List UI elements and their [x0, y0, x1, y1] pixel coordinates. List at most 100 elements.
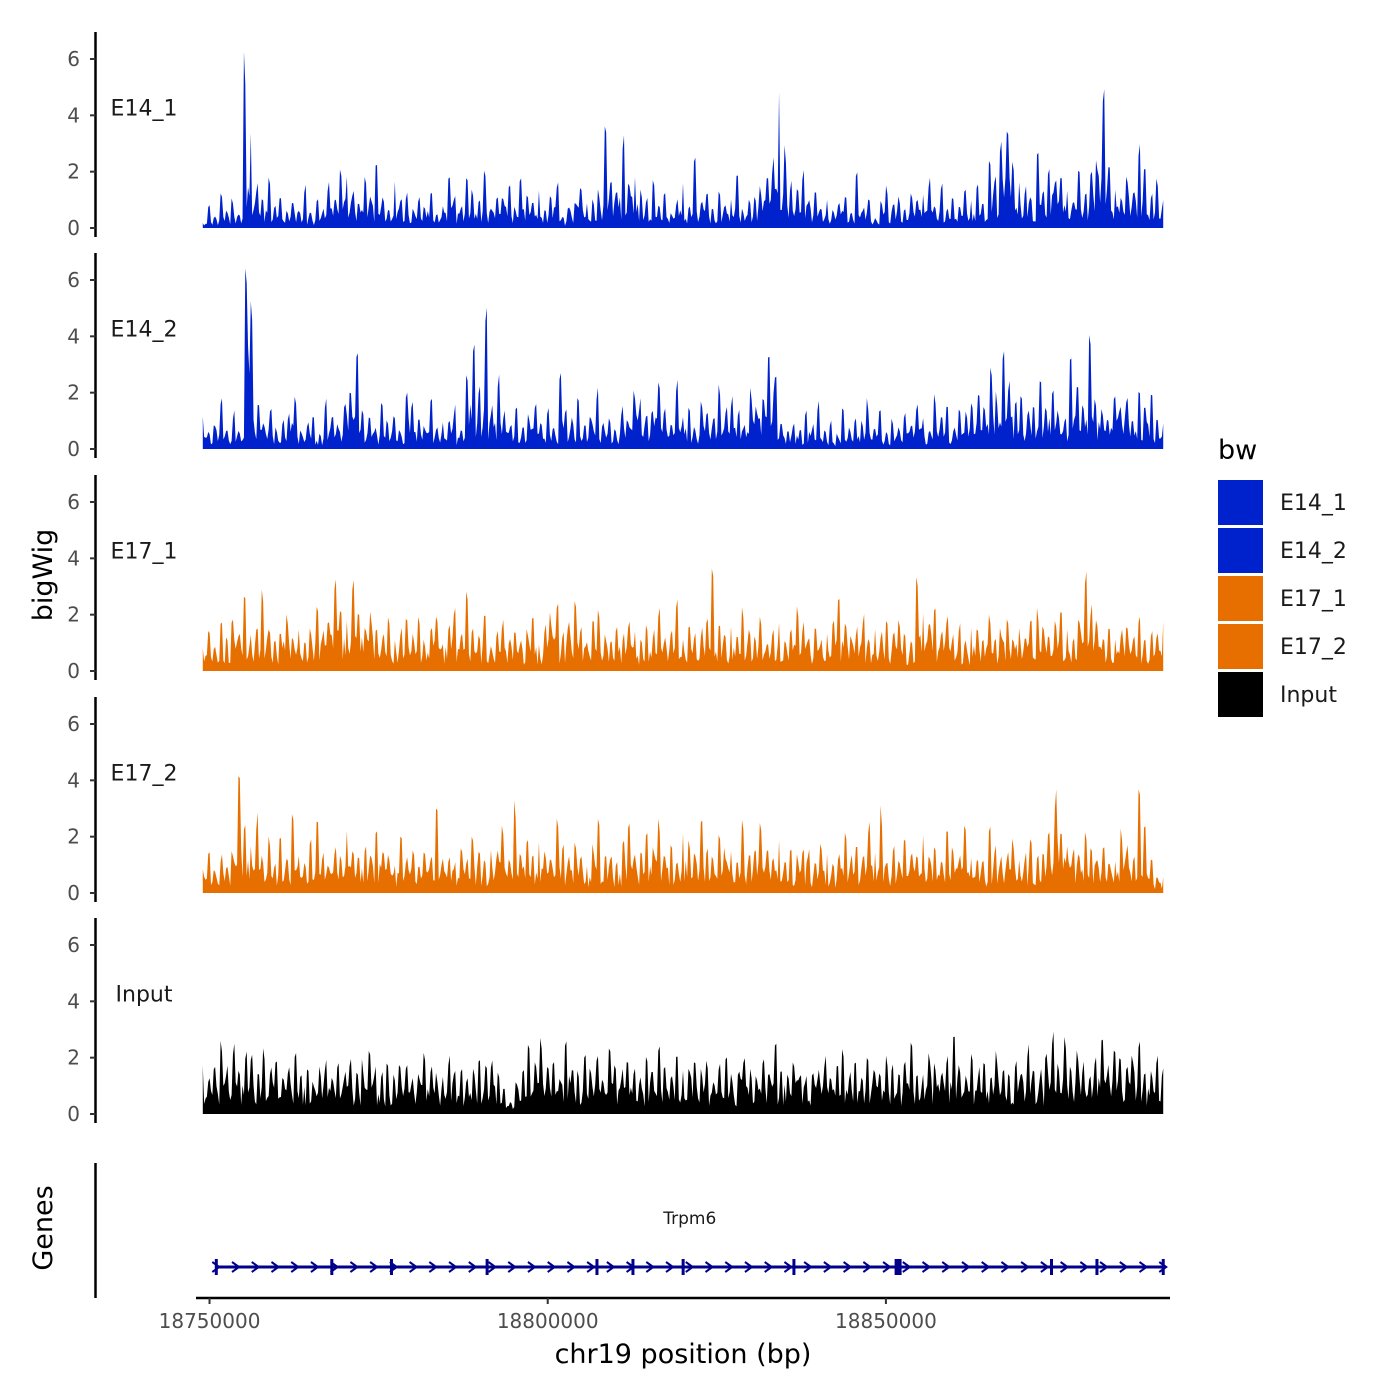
strand-arrow: [1079, 1261, 1090, 1273]
y-tick-label-e17-2-2: 2: [67, 825, 80, 849]
exon-block: [1161, 1259, 1165, 1275]
track-label-e14-2: E14_2: [111, 318, 178, 343]
track-e14-1: 0 2 4 6 E14_1: [67, 32, 1164, 240]
strand-arrow: [527, 1261, 537, 1273]
strand-arrow: [1138, 1261, 1149, 1273]
x-tick-label-18800000: 18800000: [497, 1309, 599, 1333]
exon-block: [1095, 1259, 1099, 1275]
y-tick-label-input-2: 2: [67, 1046, 80, 1070]
strand-arrow: [1040, 1261, 1050, 1273]
y-tick-label-e14-2-0: 0: [67, 437, 80, 461]
strand-arrow: [882, 1261, 892, 1273]
y-tick-label-e17-1-6: 6: [67, 490, 80, 514]
strand-arrow: [606, 1261, 616, 1273]
legend-swatch-e17-2: [1218, 624, 1263, 669]
strand-arrow: [428, 1261, 439, 1273]
legend-swatch-e14-2: [1218, 528, 1263, 573]
y-tick-label-e14-1-4: 4: [67, 103, 80, 127]
y-tick-label-e17-1-2: 2: [67, 603, 80, 627]
exon-block: [214, 1259, 218, 1275]
exon-block: [389, 1259, 393, 1275]
strand-arrow: [665, 1261, 675, 1273]
gene-label-trpm6: Trpm6: [662, 1209, 716, 1229]
gene-annotation-panel: Trpm6: [94, 1163, 1168, 1298]
strand-arrow: [231, 1261, 241, 1273]
strand-arrow: [1060, 1261, 1070, 1273]
strand-arrow: [981, 1261, 991, 1273]
strand-arrow: [1099, 1261, 1109, 1273]
strand-arrow: [1000, 1261, 1011, 1273]
strand-arrow: [369, 1261, 379, 1273]
strand-arrow: [744, 1261, 754, 1273]
legend-label-e14-1: E14_1: [1280, 491, 1347, 516]
track-e17-2: 0 2 4 6 E17_2: [67, 697, 1164, 905]
legend-swatch-e14-1: [1218, 480, 1263, 525]
strand-arrow: [724, 1261, 734, 1273]
strand-arrow: [941, 1261, 951, 1273]
x-tick-label-18750000: 18750000: [159, 1309, 261, 1333]
signal-area-e14-1: [202, 51, 1164, 229]
signal-area-e17-1: [202, 568, 1164, 671]
strand-arrow: [1119, 1261, 1129, 1273]
strand-arrow: [468, 1261, 478, 1273]
exon-block: [330, 1259, 334, 1275]
y-axis-title: bigWig: [28, 529, 59, 622]
strand-arrow: [270, 1261, 281, 1273]
y-tick-label-e17-1-0: 0: [67, 659, 80, 683]
y-tick-label-input-4: 4: [67, 989, 80, 1013]
strand-arrow: [902, 1261, 912, 1273]
strand-arrow: [349, 1261, 360, 1273]
legend-label-input: Input: [1280, 683, 1337, 708]
legend-label-e17-2: E17_2: [1280, 635, 1347, 660]
strand-arrow: [823, 1261, 833, 1273]
strand-arrow: [290, 1261, 300, 1273]
strand-arrow: [803, 1261, 813, 1273]
strand-arrow: [408, 1261, 419, 1273]
legend-title: bw: [1218, 435, 1257, 466]
exon-block: [595, 1259, 599, 1275]
x-axis: 18750000 18800000 18850000: [159, 1296, 1170, 1333]
track-label-e17-2: E17_2: [111, 762, 178, 787]
y-tick-label-e17-1-4: 4: [67, 546, 80, 570]
track-input: 0 2 4 6 Input: [67, 918, 1164, 1126]
y-tick-label-input-6: 6: [67, 933, 80, 957]
strand-arrow: [862, 1261, 873, 1273]
y-tick-label-e14-1-6: 6: [67, 47, 80, 71]
exon-block: [792, 1259, 796, 1275]
legend: bw E14_1 E14_2 E17_1 E17_2 Input: [1218, 435, 1347, 717]
exon-block: [631, 1259, 635, 1275]
coverage-tracks: 0 2 4 6 E14_1 0 2 4 6 E14_2 0 2 4 6 E17_1 0 2 4 6 E17_2 0 2 4 6…: [67, 32, 1164, 1126]
y-tick-label-e14-1-2: 2: [67, 160, 80, 184]
strand-arrow: [211, 1261, 222, 1273]
exon-block: [485, 1259, 489, 1275]
y-tick-label-input-0: 0: [67, 1102, 80, 1126]
legend-label-e17-1: E17_1: [1280, 587, 1347, 612]
legend-swatch-input: [1218, 672, 1263, 717]
genes-axis-title: Genes: [28, 1185, 59, 1270]
exon-block: [894, 1259, 902, 1275]
strand-arrow: [783, 1261, 794, 1273]
strand-arrow: [645, 1261, 656, 1273]
strand-arrow: [704, 1261, 715, 1273]
track-label-e14-1: E14_1: [111, 97, 178, 122]
strand-arrow: [547, 1261, 557, 1273]
y-tick-label-e14-2-2: 2: [67, 381, 80, 405]
signal-area-e17-2: [202, 776, 1164, 893]
strand-arrow: [448, 1261, 458, 1273]
strand-arrow: [843, 1261, 853, 1273]
signal-area-e14-2: [202, 268, 1164, 449]
exon-block: [681, 1259, 685, 1275]
y-tick-label-e14-2-4: 4: [67, 324, 80, 348]
strand-arrow: [566, 1261, 577, 1273]
strand-arrow: [764, 1261, 774, 1273]
strand-arrow: [1158, 1261, 1168, 1273]
strand-arrow: [507, 1261, 517, 1273]
track-label-e17-1: E17_1: [111, 540, 178, 565]
y-tick-label-e17-2-4: 4: [67, 768, 80, 792]
legend-swatch-e17-1: [1218, 576, 1263, 621]
legend-label-e14-2: E14_2: [1280, 539, 1347, 564]
strand-arrow: [310, 1261, 320, 1273]
y-tick-label-e14-2-6: 6: [67, 268, 80, 292]
x-tick-label-18850000: 18850000: [835, 1309, 937, 1333]
